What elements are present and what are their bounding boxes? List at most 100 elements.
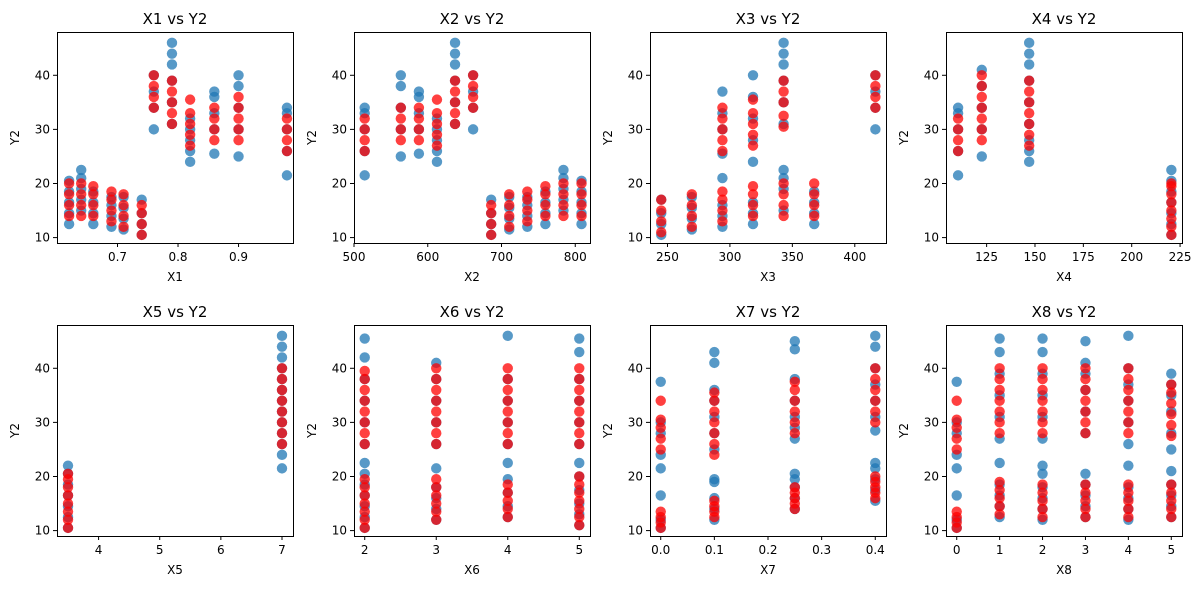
predicted-point — [976, 91, 987, 103]
x-tick-label: 0.2 — [758, 543, 777, 557]
x-tick-label: 0.8 — [168, 250, 187, 264]
y-tick-label: 10 — [35, 524, 50, 538]
predicted-point — [62, 482, 74, 493]
x-tick-label: 2 — [361, 543, 369, 557]
predicted-point — [118, 199, 129, 211]
predicted-point — [1123, 511, 1134, 523]
predicted-point — [233, 124, 244, 135]
predicted-point — [276, 428, 288, 439]
predicted-point — [276, 384, 288, 396]
predicted-point — [431, 498, 442, 509]
actual-point — [789, 344, 801, 355]
predicted-point — [686, 189, 698, 200]
predicted-point — [359, 490, 370, 501]
y-tick-label: 30 — [924, 122, 939, 136]
predicted-point — [359, 124, 370, 135]
predicted-point — [558, 189, 569, 200]
predicted-point — [106, 194, 117, 205]
y-tick-label: 20 — [332, 176, 347, 190]
predicted-point — [467, 80, 479, 92]
x-tick-label: 0.7 — [108, 250, 127, 264]
actual-point — [233, 70, 244, 81]
predicted-point — [209, 102, 220, 113]
predicted-point — [994, 373, 1005, 385]
predicted-point — [1037, 495, 1048, 507]
predicted-point — [209, 124, 220, 135]
predicted-point — [870, 406, 881, 417]
actual-point — [558, 164, 569, 176]
predicted-point — [1080, 417, 1091, 428]
predicted-point — [709, 406, 720, 417]
predicted-point — [118, 221, 129, 232]
subplot-5: 4 5 6 7 10 20 30 40 X5 vs Y2 X5 Y2 — [8, 303, 294, 577]
actual-point — [148, 124, 160, 135]
predicted-point — [656, 194, 667, 205]
predicted-point — [148, 70, 160, 81]
actual-point — [994, 333, 1005, 344]
predicted-point — [574, 384, 585, 396]
predicted-point — [106, 216, 117, 227]
predicted-point — [276, 373, 288, 385]
predicted-point — [789, 428, 801, 439]
predicted-point — [951, 506, 962, 517]
predicted-point — [1166, 398, 1177, 409]
y-tick-label: 30 — [628, 415, 643, 429]
predicted-point — [994, 484, 1005, 496]
predicted-point — [1166, 487, 1177, 498]
predicted-point — [502, 373, 513, 385]
predicted-point — [574, 487, 585, 498]
predicted-point — [709, 417, 720, 428]
predicted-point — [1166, 178, 1177, 189]
predicted-point — [449, 107, 461, 119]
predicted-point — [502, 363, 513, 374]
predicted-point — [951, 433, 962, 444]
x-axis-label: X4 — [1056, 270, 1072, 284]
x-tick-label: 175 — [1072, 250, 1095, 264]
predicted-point — [1080, 511, 1091, 523]
predicted-point — [359, 406, 370, 417]
x-tick-label: 225 — [1169, 250, 1192, 264]
predicted-point — [870, 102, 881, 113]
predicted-point — [359, 135, 370, 146]
predicted-point — [281, 124, 293, 135]
predicted-point — [413, 124, 425, 135]
predicted-point — [62, 498, 74, 509]
predicted-point — [359, 428, 370, 439]
predicted-point — [747, 199, 759, 211]
predicted-point — [870, 471, 881, 482]
x-tick-label: 5 — [1167, 543, 1175, 557]
predicted-point — [709, 495, 720, 507]
predicted-point — [281, 113, 293, 124]
predicted-point — [209, 113, 220, 124]
predicted-point — [359, 365, 370, 377]
predicted-point — [413, 113, 425, 124]
actual-point — [431, 156, 443, 168]
y-tick-label: 30 — [35, 415, 50, 429]
predicted-point — [558, 210, 569, 222]
plot-frame — [57, 32, 294, 244]
predicted-point — [1123, 384, 1134, 396]
points-layer — [62, 330, 288, 534]
subplot-4: 125 150 175 200 225 10 20 30 40 X4 vs Y2 X4 Y2 — [897, 10, 1192, 284]
predicted-point — [1123, 487, 1134, 498]
actual-point — [276, 341, 288, 352]
predicted-point — [789, 376, 801, 388]
predicted-point — [1123, 479, 1134, 490]
predicted-point — [467, 70, 479, 81]
x-tick-label: 7 — [278, 543, 286, 557]
predicted-point — [1080, 487, 1091, 498]
predicted-point — [951, 414, 962, 425]
predicted-point — [431, 107, 443, 119]
y-tick-label: 20 — [924, 176, 939, 190]
actual-point — [1123, 438, 1134, 450]
actual-point — [574, 346, 585, 358]
x-tick-label: 0.9 — [229, 250, 248, 264]
predicted-point — [166, 118, 178, 130]
predicted-point — [148, 80, 160, 92]
actual-point — [359, 352, 370, 363]
predicted-point — [485, 208, 497, 219]
x-tick-label: 4 — [504, 543, 512, 557]
x-tick-label: 0 — [953, 543, 961, 557]
actual-point — [395, 80, 407, 92]
predicted-point — [502, 428, 513, 439]
